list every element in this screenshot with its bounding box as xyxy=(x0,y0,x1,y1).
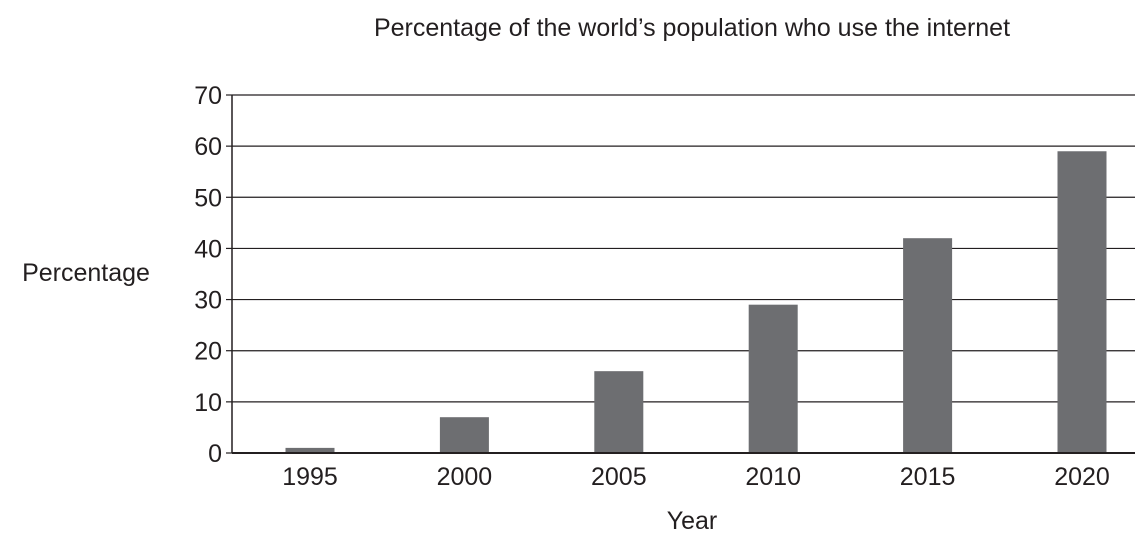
chart-title: Percentage of the world’s population who… xyxy=(374,14,1010,42)
y-tick-label: 30 xyxy=(194,287,222,315)
x-tick-label: 2010 xyxy=(745,463,801,491)
x-axis-title: Year xyxy=(667,507,718,535)
y-tick-label: 20 xyxy=(194,338,222,366)
bars xyxy=(285,151,1107,453)
y-tick-label: 10 xyxy=(194,389,222,417)
axes xyxy=(226,94,1135,454)
bar-2005 xyxy=(594,371,644,453)
gridlines xyxy=(232,94,1135,403)
x-tick-label: 2000 xyxy=(437,463,493,491)
y-tick-label: 40 xyxy=(194,235,222,263)
y-tick-labels: 0 10 20 30 40 50 60 70 xyxy=(194,82,222,468)
x-tick-label: 1995 xyxy=(282,463,338,491)
bar-2010 xyxy=(748,304,798,453)
y-tick-label: 0 xyxy=(208,440,222,468)
y-axis-title: Percentage xyxy=(22,259,150,287)
y-tick-label: 60 xyxy=(194,133,222,161)
y-tick-label: 50 xyxy=(194,184,222,212)
bar-2015 xyxy=(903,238,953,453)
bar-1995 xyxy=(285,447,335,453)
bar-2020 xyxy=(1057,151,1107,453)
x-tick-label: 2005 xyxy=(591,463,647,491)
bar-2000 xyxy=(439,417,489,453)
x-tick-label: 2020 xyxy=(1054,463,1110,491)
x-tick-labels: 1995 2000 2005 2010 2015 2020 xyxy=(282,463,1110,491)
x-tick-label: 2015 xyxy=(900,463,956,491)
y-tick-label: 70 xyxy=(194,82,222,110)
